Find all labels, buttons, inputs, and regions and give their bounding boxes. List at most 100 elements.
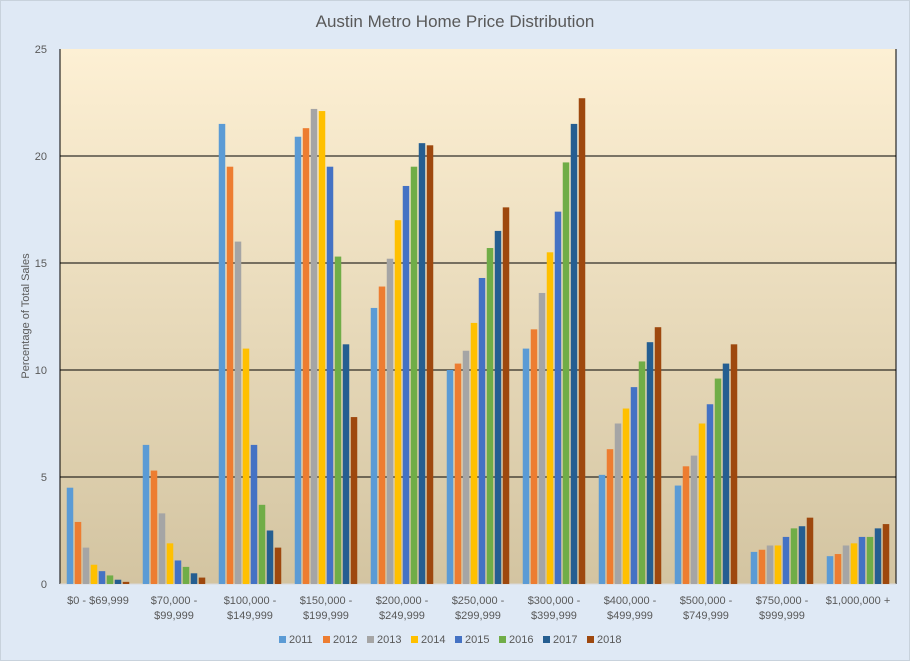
bar-2013 [690, 455, 698, 584]
x-tick-label: $749,999 [683, 610, 729, 622]
bar-2018 [198, 577, 206, 584]
x-tick-label: $299,999 [455, 610, 501, 622]
x-tick-label: $200,000 - [376, 595, 429, 607]
legend-label: 2017 [553, 634, 577, 646]
bar-2012 [74, 521, 82, 584]
bar-2018 [730, 344, 738, 584]
bar-2017 [874, 528, 882, 584]
bar-2016 [638, 361, 646, 584]
bar-2018 [122, 581, 130, 584]
bar-2014 [470, 322, 478, 584]
bar-2015 [706, 404, 714, 584]
bar-2017 [798, 526, 806, 584]
bar-2016 [866, 536, 874, 584]
x-tick-label: $70,000 - [151, 595, 198, 607]
legend-swatch-2011 [279, 636, 286, 643]
bar-2012 [378, 286, 386, 584]
bar-2017 [570, 123, 578, 585]
bar-2015 [782, 536, 790, 584]
bar-2015 [250, 444, 258, 584]
bar-2014 [546, 252, 554, 585]
legend-label: 2011 [289, 634, 313, 646]
bar-2017 [114, 579, 122, 584]
bar-2012 [302, 128, 310, 584]
bar-2016 [182, 566, 190, 584]
bar-2017 [494, 230, 502, 584]
bar-2018 [426, 145, 434, 585]
y-tick-label: 10 [35, 365, 47, 377]
bar-2017 [190, 573, 198, 584]
bar-2015 [326, 166, 334, 584]
bar-2016 [714, 378, 722, 584]
x-tick-label: $150,000 - [300, 595, 353, 607]
bar-2015 [402, 185, 410, 584]
bar-2015 [98, 571, 106, 584]
bar-2016 [410, 166, 418, 584]
x-tick-label: $1,000,000 + [826, 595, 891, 607]
legend-swatch-2013 [367, 636, 374, 643]
bar-2014 [622, 408, 630, 584]
legend-swatch-2012 [323, 636, 330, 643]
bar-2018 [502, 207, 510, 585]
legend-swatch-2017 [543, 636, 550, 643]
x-tick-label: $399,999 [531, 610, 577, 622]
x-tick-label: $499,999 [607, 610, 653, 622]
legend-label: 2016 [509, 634, 533, 646]
chart-title: Austin Metro Home Price Distribution [316, 12, 595, 31]
bar-2016 [486, 248, 494, 584]
bar-2012 [454, 363, 462, 584]
bar-2018 [274, 547, 282, 584]
bar-2013 [842, 545, 850, 584]
bar-2017 [646, 342, 654, 584]
bar-2014 [698, 423, 706, 584]
legend-label: 2018 [597, 634, 621, 646]
legend-label: 2014 [421, 634, 445, 646]
y-tick-label: 0 [41, 579, 47, 591]
legend-swatch-2016 [499, 636, 506, 643]
bar-2011 [66, 487, 74, 584]
bar-2011 [218, 123, 226, 585]
legend-label: 2013 [377, 634, 401, 646]
bar-2014 [394, 220, 402, 584]
bar-2015 [174, 560, 182, 584]
y-tick-label: 5 [41, 472, 47, 484]
bar-2015 [478, 277, 486, 584]
x-tick-label: $500,000 - [680, 595, 733, 607]
bar-2012 [150, 470, 158, 584]
bar-2011 [674, 485, 682, 584]
bar-2012 [226, 166, 234, 584]
bar-2011 [294, 136, 302, 585]
bar-2014 [242, 348, 250, 584]
bar-2016 [258, 504, 266, 584]
x-tick-label: $199,999 [303, 610, 349, 622]
legend-swatch-2014 [411, 636, 418, 643]
bar-2013 [82, 547, 90, 584]
bar-2013 [310, 108, 318, 585]
bar-2011 [750, 551, 758, 584]
bar-2012 [606, 449, 614, 584]
bar-2013 [538, 292, 546, 584]
bar-2018 [654, 327, 662, 584]
x-tick-label: $149,999 [227, 610, 273, 622]
bar-2011 [370, 307, 378, 584]
y-tick-label: 15 [35, 258, 47, 270]
bar-2018 [806, 517, 814, 584]
bar-2018 [350, 417, 358, 584]
bar-2014 [166, 543, 174, 584]
bar-2016 [106, 575, 114, 584]
legend-label: 2015 [465, 634, 489, 646]
bar-2017 [342, 344, 350, 584]
x-tick-label: $249,999 [379, 610, 425, 622]
bar-2012 [530, 329, 538, 584]
x-tick-label: $400,000 - [604, 595, 657, 607]
bar-2013 [386, 258, 394, 584]
bar-2015 [554, 211, 562, 584]
x-tick-label: $999,999 [759, 610, 805, 622]
x-tick-label: $250,000 - [452, 595, 505, 607]
bar-2018 [882, 524, 890, 584]
x-tick-label: $99,999 [154, 610, 194, 622]
legend-swatch-2015 [455, 636, 462, 643]
bar-2013 [462, 350, 470, 584]
bar-2014 [850, 543, 858, 584]
